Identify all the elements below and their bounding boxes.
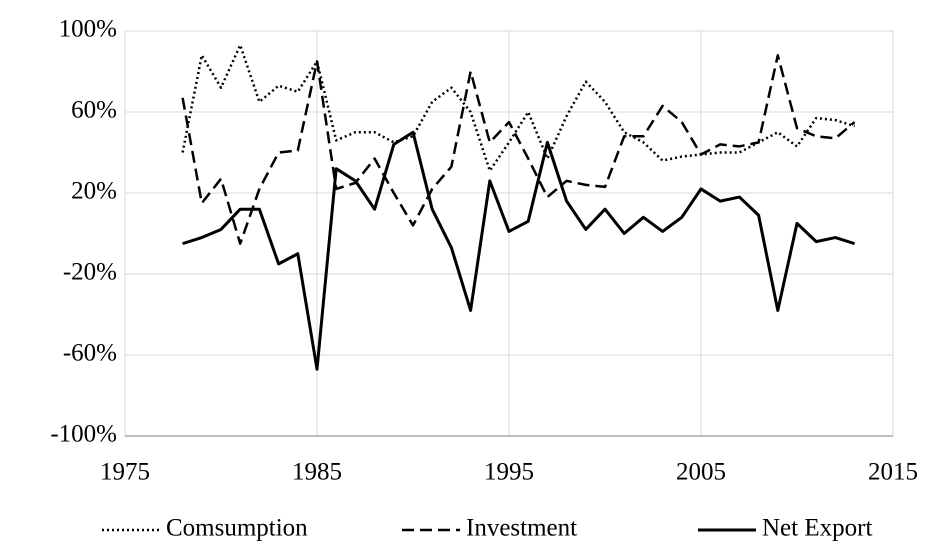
series-line bbox=[182, 130, 856, 371]
x-tick-label: 2015 bbox=[868, 459, 918, 486]
legend-label: Net Export bbox=[762, 515, 872, 542]
y-tick-label: 60% bbox=[71, 97, 117, 124]
legend-label: Comsumption bbox=[166, 515, 308, 542]
series-line bbox=[181, 43, 855, 172]
x-tick-label: 1975 bbox=[100, 459, 150, 486]
y-tick-label: 20% bbox=[71, 178, 117, 205]
y-tick-label: 100% bbox=[59, 16, 117, 43]
x-tick-label: 2005 bbox=[676, 459, 726, 486]
y-tick-label: -100% bbox=[50, 421, 117, 448]
y-tick-label: -20% bbox=[63, 259, 117, 286]
x-tick-label: 1995 bbox=[484, 459, 534, 486]
x-tick-label: 1985 bbox=[292, 459, 342, 486]
legend-label: Investment bbox=[466, 515, 577, 542]
y-tick-label: -60% bbox=[63, 340, 117, 367]
series-line bbox=[181, 54, 856, 245]
